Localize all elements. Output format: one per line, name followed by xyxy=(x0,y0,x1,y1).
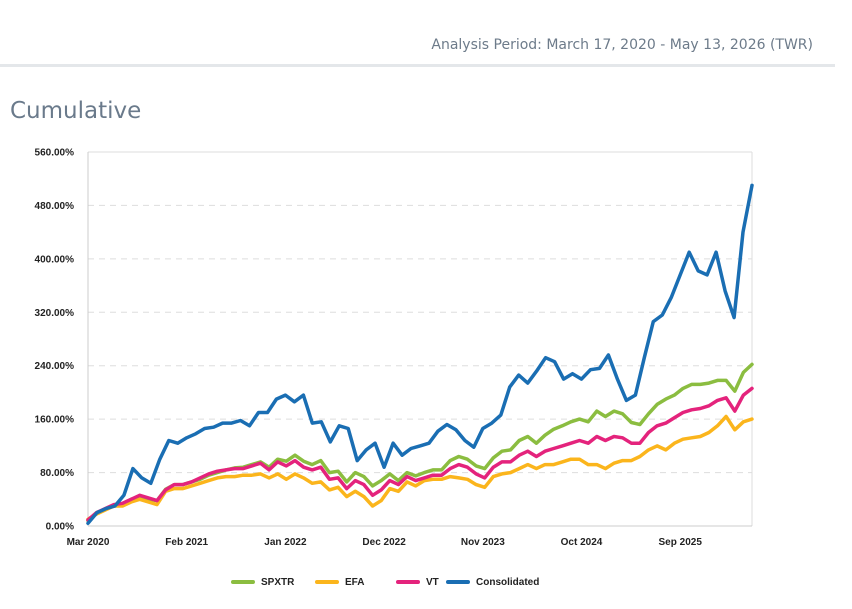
legend-item-spxtr[interactable]: SPXTR xyxy=(231,575,294,589)
x-tick-label: Dec 2022 xyxy=(362,537,406,548)
legend-label: SPXTR xyxy=(261,576,295,588)
legend-item-efa[interactable]: EFA xyxy=(315,575,364,589)
series-line-spxtr xyxy=(86,362,754,523)
x-axis-ticks: Mar 2020 Feb 2021 Jan 2022 Dec 2022 Nov 2023… xyxy=(67,537,703,548)
chart-legend: SPXTR EFA VT Consolidated xyxy=(0,575,852,591)
y-tick-label: 560.00% xyxy=(35,148,75,159)
y-tick-label: 240.00% xyxy=(35,361,75,372)
y-tick-label: 0.00% xyxy=(46,522,74,533)
legend-label: VT xyxy=(426,576,439,588)
legend-swatch xyxy=(446,580,470,584)
series-line-consolidated xyxy=(86,183,754,526)
y-axis-ticks: 0.00% 80.00% 160.00% 240.00% 320.00% 400.00% 4… xyxy=(35,148,75,533)
x-tick-label: Mar 2020 xyxy=(67,537,110,548)
legend-label: Consolidated xyxy=(476,576,540,588)
legend-label: EFA xyxy=(345,576,365,588)
x-tick-label: Jan 2022 xyxy=(264,537,307,548)
y-tick-label: 400.00% xyxy=(35,254,75,265)
section-title: Cumulative xyxy=(10,98,142,124)
legend-item-vt[interactable]: VT xyxy=(396,575,439,589)
legend-swatch xyxy=(396,580,420,584)
x-tick-label: Nov 2023 xyxy=(461,537,505,548)
series-line-vt xyxy=(86,386,754,522)
x-tick-label: Feb 2021 xyxy=(165,537,208,548)
header-bar: Analysis Period: March 17, 2020 - May 13… xyxy=(0,0,835,67)
cumulative-line-chart: 0.00% 80.00% 160.00% 240.00% 320.00% 400.00% 4… xyxy=(35,148,754,548)
y-tick-label: 320.00% xyxy=(35,308,75,319)
series-line-efa xyxy=(86,414,754,522)
y-tick-label: 160.00% xyxy=(35,415,75,426)
y-tick-label: 480.00% xyxy=(35,201,75,212)
legend-item-consolidated[interactable]: Consolidated xyxy=(446,575,539,589)
y-tick-label: 80.00% xyxy=(40,468,74,479)
grid-layer xyxy=(87,151,753,527)
legend-swatch xyxy=(315,580,339,584)
analysis-period-text: Analysis Period: March 17, 2020 - May 13… xyxy=(431,37,813,53)
x-tick-label: Sep 2025 xyxy=(659,537,703,548)
series-layer xyxy=(86,183,754,526)
x-tick-label: Oct 2024 xyxy=(561,537,603,548)
legend-swatch xyxy=(231,580,255,584)
